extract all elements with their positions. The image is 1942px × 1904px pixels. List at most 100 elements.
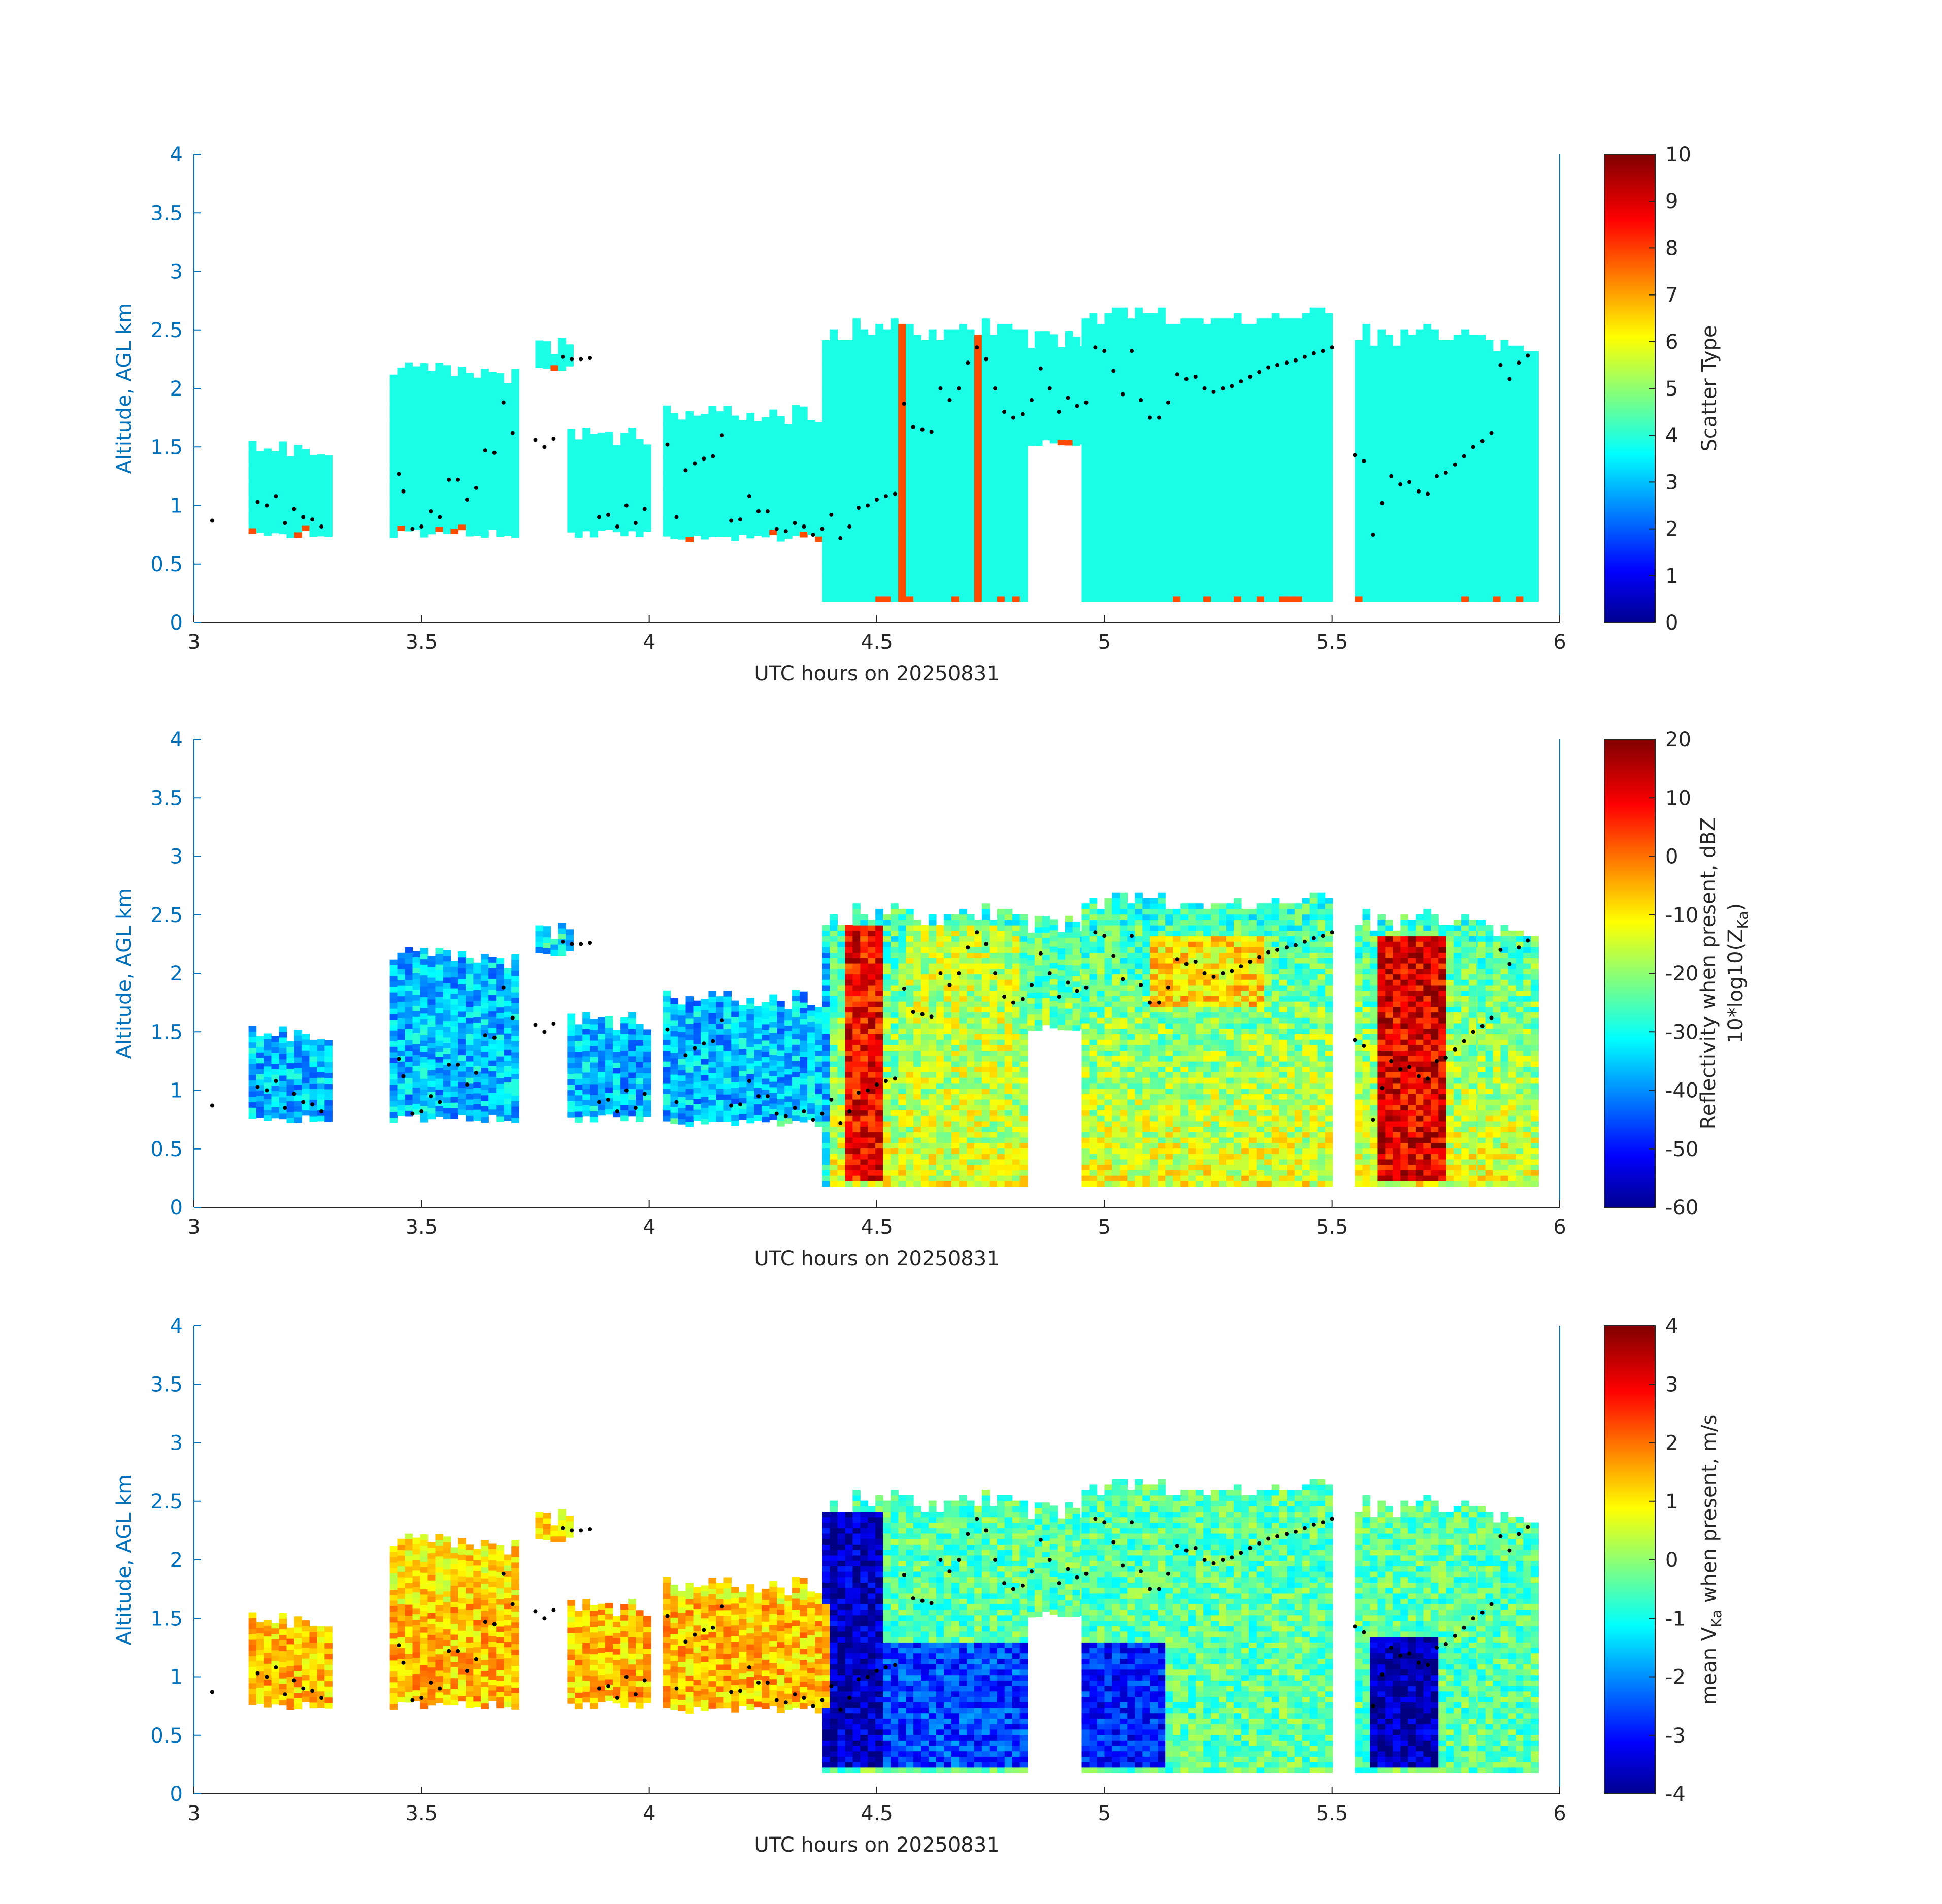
heatmap-cell	[1097, 476, 1105, 482]
heatmap-cell	[1104, 465, 1112, 471]
heatmap-cell	[981, 531, 990, 537]
heatmap-cell	[1226, 318, 1234, 324]
heatmap-cell	[620, 465, 629, 471]
heatmap-cell	[643, 510, 651, 516]
heatmap-cell	[481, 483, 489, 489]
heatmap-cell	[845, 557, 853, 564]
heatmap-cell	[1264, 443, 1272, 449]
heatmap-cell	[412, 377, 421, 383]
heatmap-cell	[1219, 421, 1227, 428]
heatmap-cell	[1158, 509, 1166, 515]
heatmap-cell	[1302, 400, 1310, 406]
heatmap-cell	[302, 454, 310, 461]
heatmap-cell	[1142, 541, 1150, 547]
heatmap-cell	[959, 395, 967, 401]
heatmap-cell	[1309, 421, 1318, 428]
heatmap-cell	[1287, 378, 1295, 384]
heatmap-cell	[1408, 400, 1416, 406]
heatmap-cell	[1004, 487, 1013, 493]
heatmap-cell	[435, 439, 443, 445]
heatmap-cell	[921, 438, 929, 444]
heatmap-cell	[997, 454, 1005, 461]
heatmap-cell	[1188, 427, 1196, 433]
heatmap-cell	[389, 423, 398, 430]
heatmap-cell	[405, 395, 413, 401]
heatmap-cell	[1142, 579, 1150, 585]
heatmap-cell	[708, 482, 716, 488]
heatmap-cell	[678, 425, 686, 431]
heatmap-cell	[1049, 410, 1058, 416]
heatmap-cell	[1279, 427, 1288, 433]
heatmap-cell	[1279, 411, 1288, 417]
heatmap-cell	[906, 579, 914, 585]
heatmap-cell	[397, 449, 406, 455]
heatmap-cell	[1302, 389, 1310, 395]
heatmap-cell	[868, 340, 876, 346]
heatmap-cell	[1377, 427, 1386, 433]
heatmap-cell	[1256, 356, 1265, 363]
heatmap-cell	[913, 411, 921, 417]
heatmap-cell	[1248, 579, 1257, 585]
heatmap-cell	[1165, 416, 1173, 422]
heatmap-cell	[845, 362, 853, 368]
heatmap-cell	[936, 493, 944, 499]
heatmap-cell	[944, 541, 952, 547]
heatmap-cell	[488, 432, 497, 438]
heatmap-cell	[1248, 498, 1257, 504]
heatmap-cell	[1004, 498, 1013, 504]
heatmap-cell	[1264, 574, 1272, 580]
heatmap-cell	[959, 351, 967, 357]
heatmap-cell	[951, 443, 960, 449]
heatmap-cell	[1042, 331, 1050, 337]
heatmap-cell	[1294, 373, 1303, 379]
heatmap-cell	[620, 487, 629, 493]
heatmap-cell	[443, 501, 451, 507]
heatmap-cell	[1362, 493, 1371, 499]
heatmap-cell	[754, 448, 762, 454]
heatmap-cell	[1370, 449, 1378, 455]
heatmap-cell	[620, 481, 629, 487]
heatmap-cell	[1089, 471, 1098, 477]
heatmap-cell	[397, 384, 406, 390]
heatmap-cell	[1112, 378, 1120, 384]
heatmap-cell	[1302, 459, 1310, 466]
heatmap-cell	[1226, 405, 1234, 411]
heatmap-cell	[1408, 395, 1416, 401]
heatmap-cell	[1309, 514, 1318, 520]
heatmap-cell	[951, 552, 960, 559]
heatmap-cell	[1279, 454, 1288, 461]
heatmap-cell	[966, 481, 975, 487]
heatmap-cell	[481, 434, 489, 440]
heatmap-cell	[1362, 373, 1371, 379]
heatmap-cell	[1203, 585, 1211, 591]
heatmap-cell	[1042, 380, 1050, 386]
heatmap-cell	[427, 436, 436, 442]
heatmap-cell	[800, 482, 808, 488]
heatmap-cell	[1211, 574, 1219, 580]
heatmap-cell	[1142, 487, 1150, 493]
heatmap-cell	[830, 552, 838, 559]
heatmap-cell	[936, 345, 944, 352]
heatmap-cell	[913, 427, 921, 433]
heatmap-cell	[598, 454, 606, 460]
heatmap-cell	[1271, 569, 1280, 575]
heatmap-cell	[723, 482, 732, 488]
heatmap-cell	[1294, 383, 1303, 390]
heatmap-cell	[458, 464, 466, 471]
heatmap-cell	[1287, 395, 1295, 401]
heatmap-cell	[1264, 433, 1272, 439]
heatmap-cell	[504, 530, 512, 536]
heatmap-cell	[852, 547, 861, 553]
heatmap-cell	[1089, 459, 1098, 466]
heatmap-cell	[944, 465, 952, 471]
heatmap-cell	[504, 481, 512, 487]
heatmap-cell	[309, 514, 317, 521]
heatmap-cell	[389, 418, 398, 424]
heatmap-cell	[504, 443, 512, 449]
heatmap-cell	[1211, 557, 1219, 564]
heatmap-cell	[1219, 493, 1227, 499]
heatmap-cell	[481, 445, 489, 451]
heatmap-cell	[324, 461, 333, 467]
heatmap-cell	[1248, 596, 1257, 602]
heatmap-cell	[286, 478, 295, 484]
